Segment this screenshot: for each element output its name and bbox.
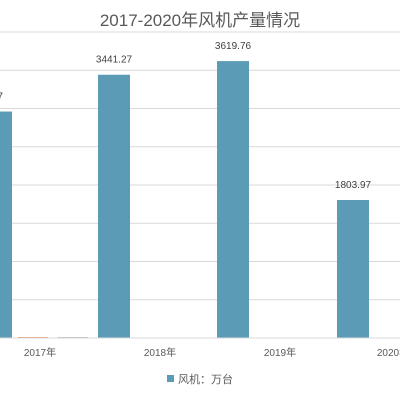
x-tick-label: 2020年上 (377, 346, 400, 359)
x-tick-label: 2017年 (24, 346, 56, 359)
bar (98, 74, 130, 338)
bar (337, 199, 369, 338)
bar (217, 61, 249, 339)
chart-title: 2017-2020年风机产量情况 (99, 11, 301, 30)
legend-label: 风机：万台 (178, 372, 233, 386)
data-label: 1803.97 (335, 180, 372, 191)
x-tick-label: 2018年 (144, 346, 176, 359)
bar (0, 111, 12, 338)
data-label: .47 (0, 92, 3, 103)
x-tick-label: 2019年 (264, 346, 296, 359)
data-label: 3619.76 (215, 41, 252, 52)
legend-swatch (167, 375, 174, 382)
data-label: 3441.27 (96, 55, 133, 66)
